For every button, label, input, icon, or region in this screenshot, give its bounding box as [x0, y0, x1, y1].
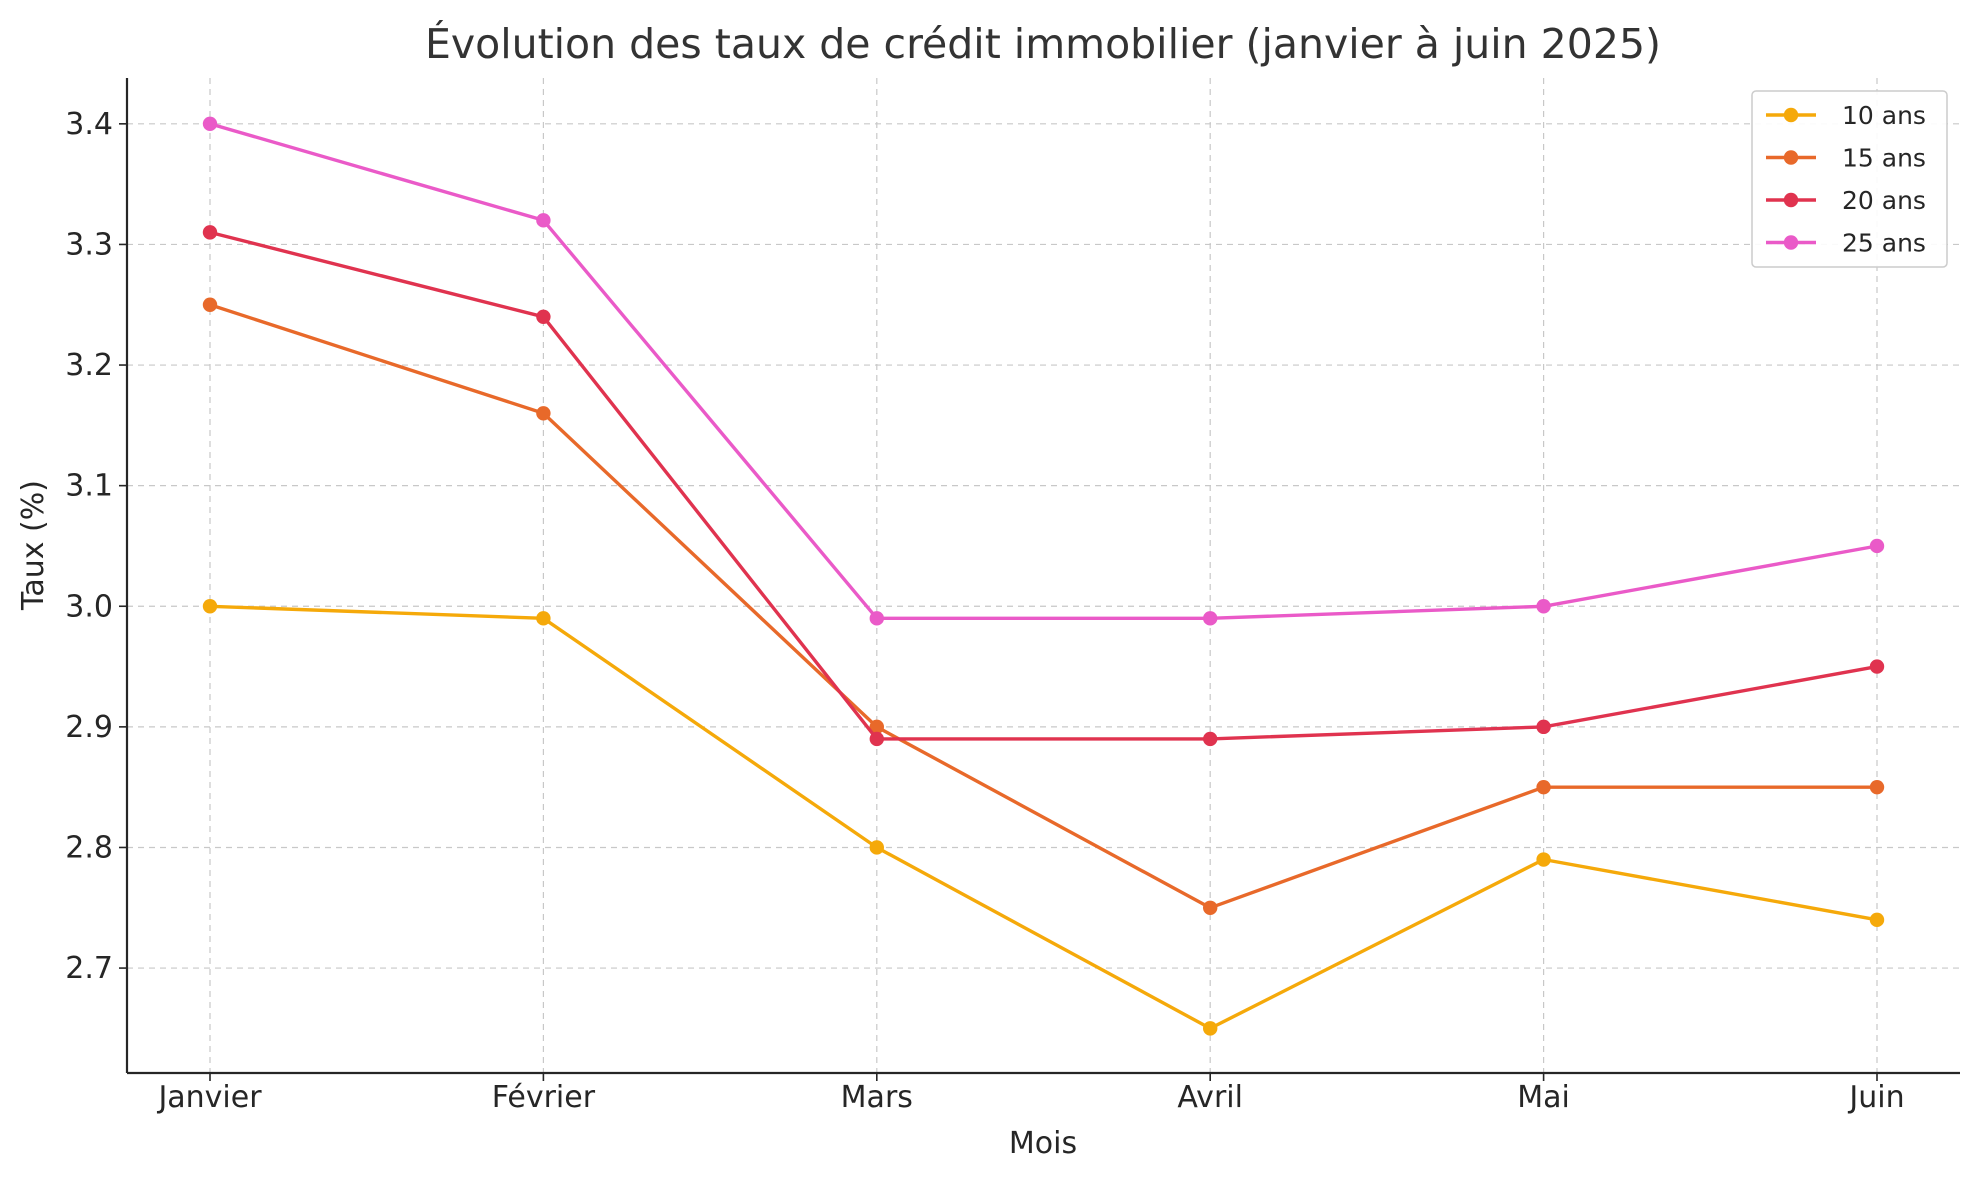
- y-tick-label: 2.9: [65, 710, 113, 745]
- data-point: [1536, 599, 1551, 614]
- legend-label: 15 ans: [1842, 144, 1926, 173]
- data-point: [1203, 1021, 1218, 1036]
- legend: 10 ans 15 ans 20 ans 25 ans: [1751, 90, 1948, 268]
- data-point: [536, 611, 551, 626]
- series-line: [208, 303, 1879, 910]
- x-tick-label: Mars: [841, 1080, 913, 1115]
- x-tick-label: Mai: [1517, 1080, 1570, 1115]
- y-tick-label: 3.2: [65, 348, 113, 383]
- data-point: [1869, 912, 1885, 928]
- data-point: [1203, 900, 1218, 915]
- data-point: [1536, 719, 1551, 735]
- data-point: [869, 719, 884, 735]
- data-point: [536, 213, 551, 228]
- tick-labels: Janvier Février Mars Avril Mai Juin 2.7 2.8 2.9 3…: [65, 107, 1904, 1115]
- y-tick-label: 2.8: [65, 830, 113, 865]
- legend-item: 10 ans: [1766, 101, 1926, 130]
- data-point: [202, 225, 218, 240]
- legend-item: 25 ans: [1766, 229, 1926, 258]
- series-20-ans: [202, 225, 1885, 747]
- legend-item: 15 ans: [1766, 144, 1926, 173]
- series-line: [208, 122, 1879, 620]
- legend-item: 20 ans: [1766, 186, 1926, 215]
- series-line: [208, 230, 1879, 741]
- data-point: [1203, 731, 1218, 747]
- data-point: [202, 297, 218, 312]
- x-tick-label: Juin: [1847, 1080, 1904, 1115]
- data-point: [1869, 659, 1885, 674]
- legend-label: 20 ans: [1842, 186, 1926, 215]
- series-line: [208, 604, 1879, 1031]
- series-lines: [202, 116, 1885, 1036]
- data-point: [202, 116, 218, 132]
- y-tick-label: 3.0: [65, 589, 113, 624]
- legend-label: 25 ans: [1842, 229, 1926, 258]
- legend-box: [1751, 90, 1948, 268]
- legend-marker: [1783, 192, 1799, 208]
- legend-marker: [1783, 107, 1799, 123]
- data-point: [1869, 538, 1885, 554]
- series-25-ans: [202, 116, 1885, 626]
- y-tick-label: 3.3: [65, 227, 113, 262]
- y-axis-label: Taux (%): [16, 480, 51, 611]
- data-point: [536, 406, 551, 421]
- data-point: [869, 731, 884, 747]
- data-point: [1536, 779, 1551, 795]
- x-tick-label: Janvier: [156, 1080, 262, 1115]
- series-15-ans: [202, 297, 1885, 915]
- data-point: [869, 611, 884, 626]
- legend-label: 10 ans: [1842, 101, 1926, 130]
- series-10-ans: [202, 599, 1885, 1036]
- y-tick-label: 3.4: [65, 107, 113, 142]
- legend-marker: [1783, 235, 1799, 250]
- x-axis-label: Mois: [1009, 1126, 1077, 1161]
- x-tick-label: Février: [492, 1080, 596, 1115]
- y-tick-label: 2.7: [65, 951, 113, 986]
- legend-marker: [1783, 150, 1799, 165]
- chart-title: Évolution des taux de crédit immobilier …: [425, 20, 1661, 68]
- data-point: [1536, 852, 1551, 867]
- data-point: [869, 840, 884, 855]
- data-point: [1869, 779, 1885, 795]
- x-tick-label: Avril: [1177, 1080, 1243, 1115]
- data-point: [202, 599, 218, 614]
- y-tick-label: 3.1: [65, 469, 113, 504]
- data-point: [1203, 611, 1218, 626]
- data-point: [536, 309, 551, 324]
